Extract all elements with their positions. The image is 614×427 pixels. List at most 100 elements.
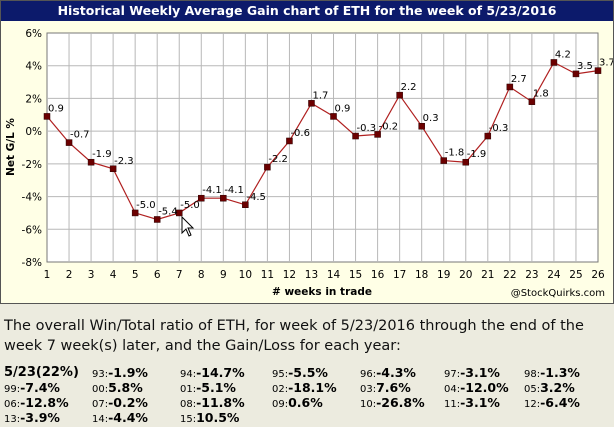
year-label: 02: <box>272 384 289 395</box>
stats-row: 13:-3.9% 14:-4.4% 15:10.5% <box>4 410 610 425</box>
year-value: -7.4% <box>20 380 60 395</box>
y-tick-label: 4% <box>25 61 42 73</box>
data-point <box>131 209 139 217</box>
year-stat: 93:-1.9% <box>92 365 148 380</box>
x-tick-label: 4 <box>110 269 117 281</box>
year-stat: 09:0.6% <box>272 395 323 410</box>
year-stat: 11:-3.1% <box>444 395 500 410</box>
x-tick-label: 23 <box>525 269 538 281</box>
data-point <box>286 137 293 145</box>
year-value: -1.3% <box>540 365 580 380</box>
y-tick-label: 2% <box>25 93 42 105</box>
data-point <box>242 201 249 208</box>
x-tick-label: 26 <box>591 269 605 281</box>
year-value: -5.5% <box>288 365 328 380</box>
x-tick-label: 12 <box>283 269 296 281</box>
chart-title: Historical Weekly Average Gain chart of … <box>1 1 613 21</box>
mouse-pointer-icon <box>181 216 195 237</box>
data-point <box>220 194 227 202</box>
x-tick-label: 16 <box>371 269 385 281</box>
year-value: -12.8% <box>20 395 69 410</box>
year-value: 5.8% <box>108 380 143 395</box>
year-label: 97: <box>444 369 461 380</box>
year-stat: 97:-3.1% <box>444 365 500 380</box>
stats-row: 5/23(22%) 93:-1.9% 94:-14.7% 95:-5.5% 96:-4.… <box>4 365 610 380</box>
data-point <box>175 209 183 217</box>
x-tick-label: 10 <box>239 269 252 281</box>
credit-text: @StockQuirks.com <box>510 288 605 299</box>
data-label: 3.7 <box>599 58 613 69</box>
year-label: 95: <box>272 369 289 380</box>
summary-text: The overall Win/Total ratio of ETH, for … <box>4 318 584 354</box>
x-tick-label: 20 <box>459 269 472 281</box>
year-stat: 05:3.2% <box>524 380 575 395</box>
y-tick-label: 6% <box>25 28 42 40</box>
x-tick-label: 14 <box>327 269 341 281</box>
year-stat: 10:-26.8% <box>360 395 425 410</box>
year-stat: 98:-1.3% <box>524 365 580 380</box>
stats-row: 99:-7.4% 00:5.8% 01:-5.1% 02:-18.1% 03:7.6% 0… <box>4 380 610 395</box>
data-label: 2.2 <box>401 82 417 93</box>
year-value: 0.6% <box>288 395 323 410</box>
year-value: -5.1% <box>196 380 236 395</box>
data-point <box>43 113 51 120</box>
x-tick-label: 22 <box>503 269 516 281</box>
data-point <box>462 158 470 166</box>
year-label: 06: <box>4 399 21 410</box>
data-point <box>374 131 381 138</box>
year-label: 13: <box>4 414 21 425</box>
year-label: 01: <box>180 384 197 395</box>
year-label: 12: <box>524 399 541 410</box>
chart-panel: 6% 4% 2% 0% -2% -4% -6% -8% 1 2 3 4 5 6 7 8 9 10 11 12 13 14… <box>0 0 614 304</box>
data-point <box>264 163 271 171</box>
data-point <box>109 165 117 173</box>
year-stat: 13:-3.9% <box>4 410 60 425</box>
data-point <box>440 157 447 164</box>
data-point <box>198 194 205 202</box>
data-point <box>330 113 337 120</box>
data-label: 4.2 <box>555 49 571 60</box>
data-label: -2.3 <box>114 156 134 167</box>
year-label: 07: <box>92 399 109 410</box>
year-label: 05: <box>524 384 541 395</box>
x-axis-ticks: 1 2 3 4 5 6 7 8 9 10 11 12 13 14 15 16 17 18 19 20 21 22 23 24 2… <box>44 269 605 281</box>
y-axis-ticks: 6% 4% 2% 0% -2% -4% -6% -8% <box>22 28 42 269</box>
data-label: -5.0 <box>136 200 156 211</box>
year-stat: 96:-4.3% <box>360 365 416 380</box>
data-label: -2.2 <box>268 154 288 165</box>
year-stat: 95:-5.5% <box>272 365 328 380</box>
data-label: 0.9 <box>48 103 64 114</box>
data-point <box>352 132 359 140</box>
x-tick-label: 25 <box>569 269 582 281</box>
year-label: 03: <box>360 384 377 395</box>
stats-row: 06:-12.8% 07:-0.2% 08:-11.8% 09:0.6% 10:-26.… <box>4 395 610 410</box>
plot-area <box>46 32 599 263</box>
data-point <box>308 100 315 107</box>
data-label: -5.4 <box>158 206 178 217</box>
y-tick-label: -2% <box>22 159 42 171</box>
year-label: 94: <box>180 369 197 380</box>
data-label: -0.7 <box>70 130 90 141</box>
data-point <box>396 91 403 99</box>
x-tick-label: 1 <box>44 269 51 281</box>
year-label: 04: <box>444 384 461 395</box>
data-label: 2.7 <box>511 74 527 85</box>
data-label: -0.6 <box>290 128 310 139</box>
year-value: -4.3% <box>376 365 416 380</box>
data-point <box>572 70 580 78</box>
data-point <box>418 122 425 130</box>
year-stat: 00:5.8% <box>92 380 143 395</box>
year-stat: 15:10.5% <box>180 410 239 425</box>
data-point <box>87 158 95 166</box>
year-value: 3.2% <box>540 380 575 395</box>
year-value: -4.4% <box>108 410 148 425</box>
year-value: -11.8% <box>196 395 245 410</box>
year-stat: 94:-14.7% <box>180 365 245 380</box>
year-value: -3.9% <box>20 410 60 425</box>
data-point <box>484 132 492 140</box>
data-markers <box>43 59 602 223</box>
data-label: -0.3 <box>489 123 509 134</box>
year-value: -18.1% <box>288 380 337 395</box>
year-value: 10.5% <box>196 410 240 425</box>
year-value: -3.1% <box>460 365 500 380</box>
